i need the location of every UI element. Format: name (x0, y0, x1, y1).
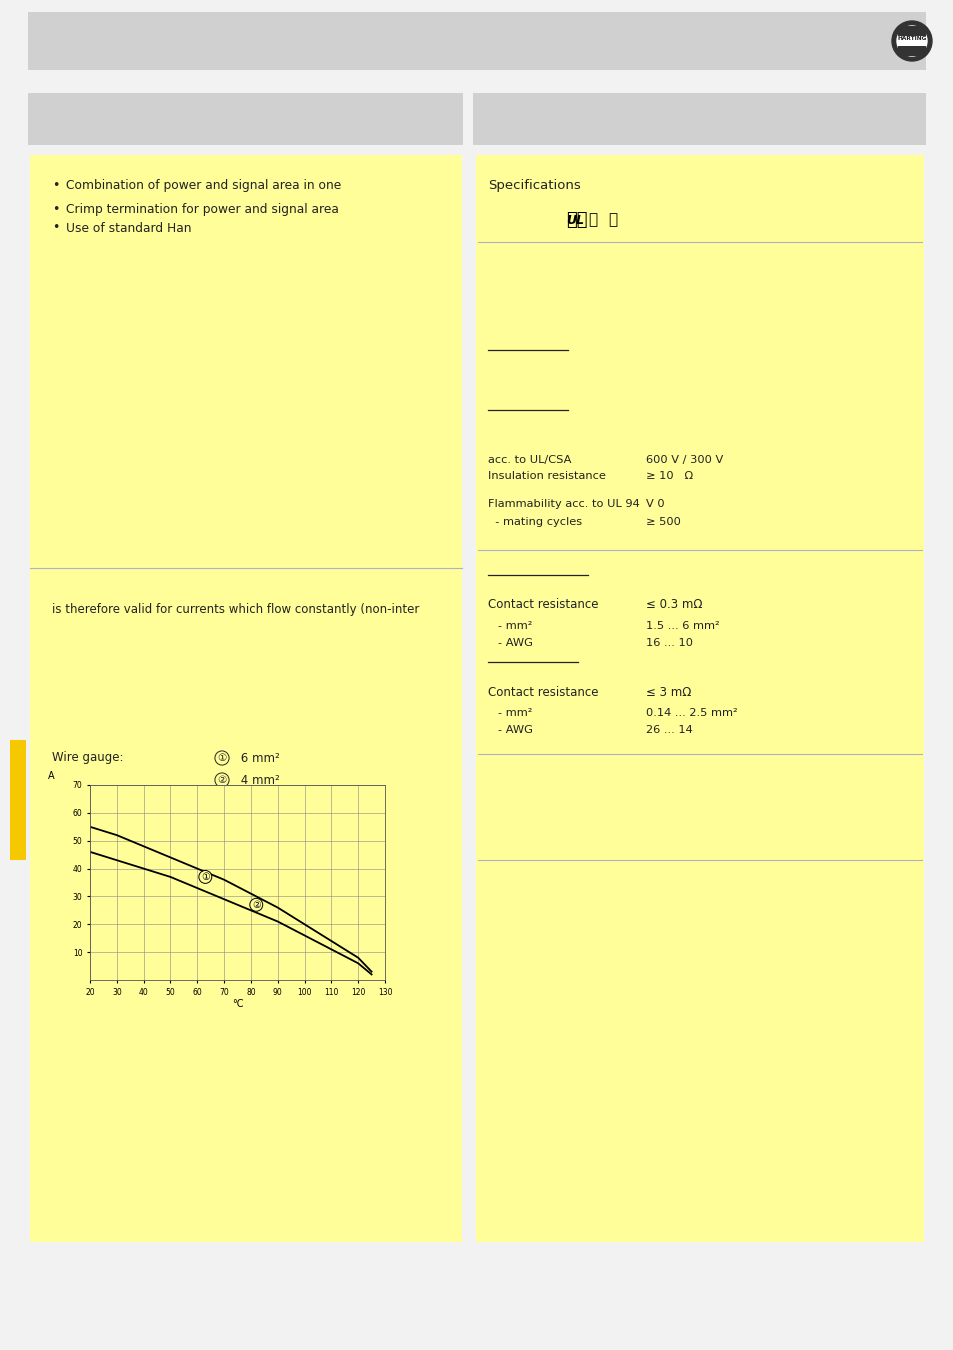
Y-axis label: A: A (49, 771, 55, 782)
Text: ①: ① (217, 753, 227, 763)
Bar (30, 155, 461, 1242)
Text: 6 mm²: 6 mm² (236, 752, 279, 764)
Text: Ⓐ⧸: Ⓐ⧸ (565, 211, 587, 230)
Text: Wire gauge:: Wire gauge: (52, 752, 123, 764)
Text: Combination of power and signal area in one: Combination of power and signal area in … (66, 178, 341, 192)
Text: •: • (52, 204, 59, 216)
Bar (473, 93, 925, 144)
Text: 26 ... 14: 26 ... 14 (645, 725, 692, 734)
Bar (28, 12, 925, 70)
Text: ≤ 3 mΩ: ≤ 3 mΩ (645, 686, 691, 698)
Text: 1.5 ... 6 mm²: 1.5 ... 6 mm² (645, 621, 719, 630)
Text: UL: UL (565, 213, 583, 227)
Circle shape (896, 26, 926, 55)
Text: - AWG: - AWG (497, 725, 533, 734)
Text: •: • (52, 221, 59, 235)
Text: ②: ② (252, 900, 260, 910)
Bar (10, 740, 26, 860)
Text: Specifications: Specifications (488, 178, 580, 192)
Text: ≥ 500: ≥ 500 (645, 517, 680, 526)
Text: Ⓒ: Ⓒ (587, 212, 597, 228)
Text: ≤ 0.3 mΩ: ≤ 0.3 mΩ (645, 598, 701, 612)
Text: Crimp termination for power and signal area: Crimp termination for power and signal a… (66, 204, 338, 216)
Bar (897, 26, 925, 36)
Text: ①: ① (201, 872, 210, 882)
Text: •: • (52, 178, 59, 192)
Text: ≥ 10   Ω: ≥ 10 Ω (645, 471, 693, 481)
Text: V 0: V 0 (645, 500, 664, 509)
Circle shape (891, 22, 931, 61)
Text: Use of standard Han: Use of standard Han (66, 221, 192, 235)
Text: 600 V / 300 V: 600 V / 300 V (645, 455, 722, 464)
Text: - AWG: - AWG (497, 639, 533, 648)
Text: 4 mm²: 4 mm² (236, 774, 279, 787)
Bar (897, 46, 925, 55)
Text: Ⓖ: Ⓖ (607, 212, 617, 228)
Text: ②: ② (217, 775, 227, 784)
Text: 16 ... 10: 16 ... 10 (645, 639, 692, 648)
Text: Flammability acc. to UL 94: Flammability acc. to UL 94 (488, 500, 639, 509)
Text: acc. to UL/CSA: acc. to UL/CSA (488, 455, 571, 464)
Text: 0.14 ... 2.5 mm²: 0.14 ... 2.5 mm² (645, 707, 737, 718)
Text: is therefore valid for currents which flow constantly (non-inter: is therefore valid for currents which fl… (52, 603, 419, 617)
Text: Contact resistance: Contact resistance (488, 598, 598, 612)
Text: - mm²: - mm² (497, 621, 532, 630)
Bar (476, 155, 923, 1242)
Text: Insulation resistance: Insulation resistance (488, 471, 605, 481)
Text: - mating cycles: - mating cycles (488, 517, 581, 526)
Bar (28, 93, 462, 144)
Text: - mm²: - mm² (497, 707, 532, 718)
Text: HARTING: HARTING (897, 35, 925, 40)
X-axis label: °C: °C (232, 999, 243, 1010)
Text: Contact resistance: Contact resistance (488, 686, 598, 698)
